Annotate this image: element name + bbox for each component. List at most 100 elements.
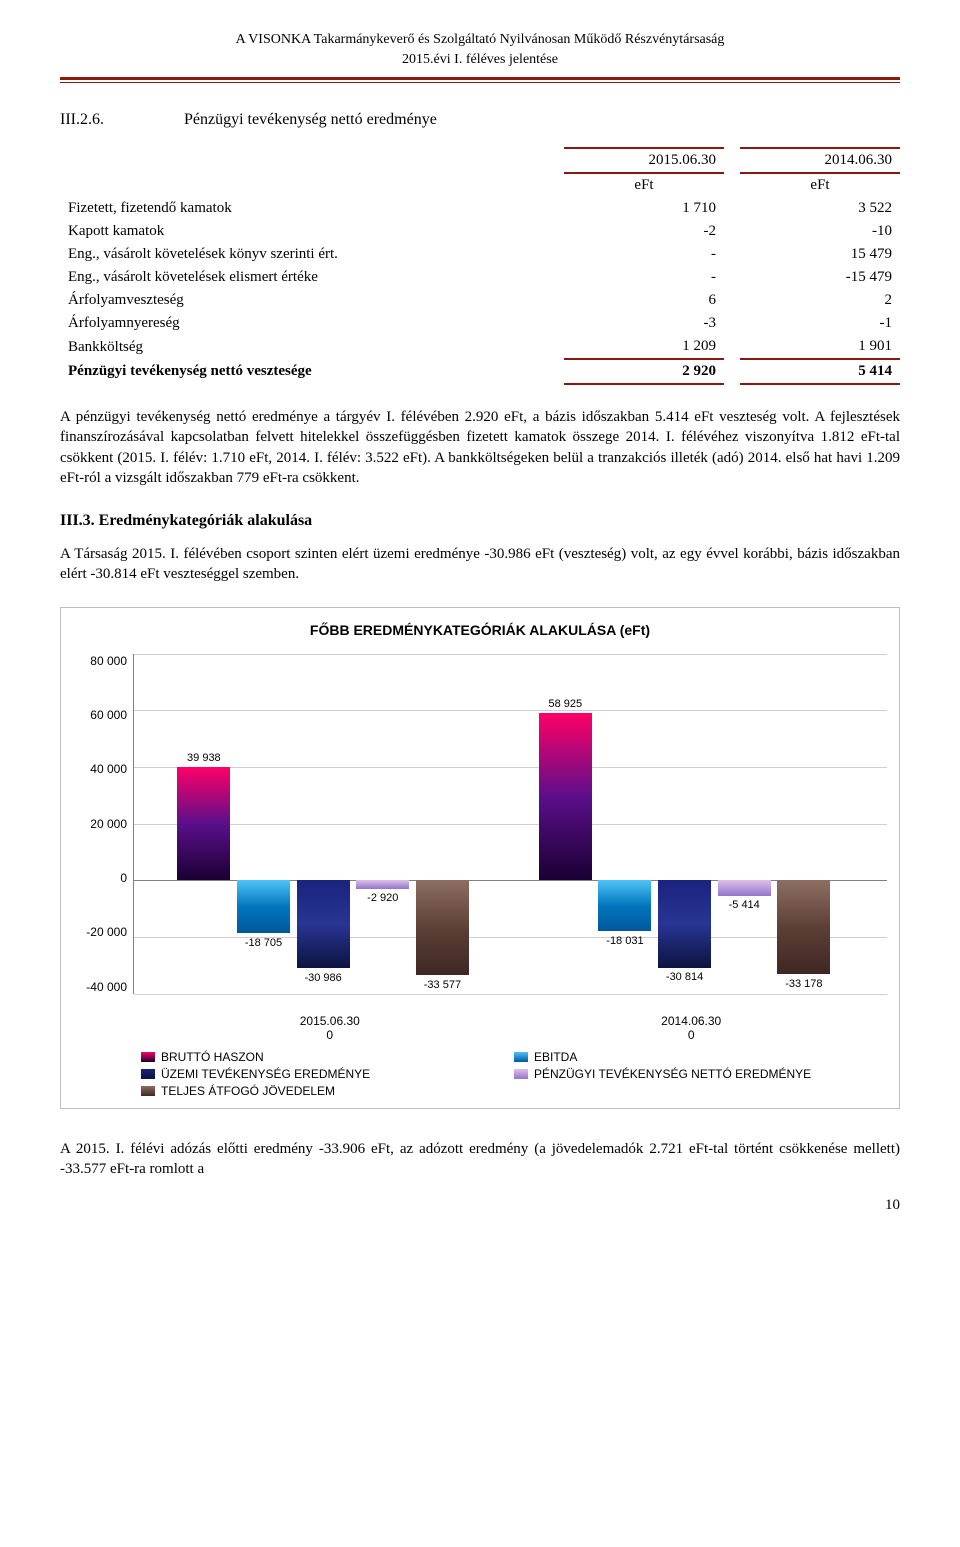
paragraph-2: A Társaság 2015. I. félévében csoport sz…	[60, 544, 900, 585]
col2-unit: eFt	[740, 173, 900, 197]
row-c1: 1 710	[564, 197, 724, 220]
y-axis-label: 80 000	[73, 654, 127, 668]
row-c2: -10	[740, 220, 900, 243]
row-c2: 15 479	[740, 243, 900, 266]
row-c2: 1 901	[740, 335, 900, 359]
table-row: Bankköltség1 209 1 901	[60, 335, 900, 359]
chart-x-label: 2015.06.300	[164, 1014, 495, 1042]
chart-bar	[297, 880, 350, 968]
legend-swatch	[141, 1086, 155, 1096]
chart-area: 80 00060 00040 00020 0000-20 000-40 000 …	[73, 654, 887, 994]
bar-value-label: -2 920	[367, 892, 398, 904]
sum-c1: 2 920	[564, 359, 724, 384]
legend-swatch	[514, 1052, 528, 1062]
table-row: Árfolyamveszteség62	[60, 289, 900, 312]
row-label: Kapott kamatok	[60, 220, 564, 243]
section-1-title: Pénzügyi tevékenység nettó eredménye	[184, 111, 437, 128]
chart-bar	[777, 880, 830, 974]
table-row: Kapott kamatok-2-10	[60, 220, 900, 243]
chart-bar	[356, 880, 409, 888]
legend-label: PÉNZÜGYI TEVÉKENYSÉG NETTÓ EREDMÉNYE	[534, 1067, 811, 1081]
chart-y-axis: 80 00060 00040 00020 0000-20 000-40 000	[73, 654, 133, 994]
table-row: Eng., vásárolt követelések elismert érté…	[60, 266, 900, 289]
chart-legend: BRUTTÓ HASZON EBITDA ÜZEMI TEVÉKENYSÉG ERE…	[73, 1050, 887, 1098]
table-header-row: 2015.06.30 2014.06.30	[60, 148, 900, 173]
header-line2: 2015.évi I. féléves jelentése	[60, 50, 900, 70]
bar-value-label: -18 705	[245, 937, 282, 949]
chart-bar	[237, 880, 290, 933]
bar-value-label: -18 031	[606, 935, 643, 947]
row-label: Bankköltség	[60, 335, 564, 359]
legend-label: ÜZEMI TEVÉKENYSÉG EREDMÉNYE	[161, 1067, 370, 1081]
legend-item: TELJES ÁTFOGÓ JÖVEDELEM	[141, 1084, 514, 1098]
blank-header	[60, 148, 564, 173]
row-label: Fizetett, fizetendő kamatok	[60, 197, 564, 220]
col1-header: 2015.06.30	[564, 148, 724, 173]
y-axis-label: 0	[73, 871, 127, 885]
chart-group: 39 938-18 705-30 986-2 920-33 5772015.06…	[164, 654, 495, 994]
bar-value-label: -33 577	[424, 979, 461, 991]
bar-value-label: -30 986	[304, 972, 341, 984]
row-c1: -3	[564, 312, 724, 335]
table-row: Fizetett, fizetendő kamatok1 710 3 522	[60, 197, 900, 220]
sum-label: Pénzügyi tevékenység nettó vesztesége	[60, 359, 564, 384]
row-c1: -	[564, 266, 724, 289]
chart-bar	[598, 880, 651, 931]
legend-label: EBITDA	[534, 1050, 577, 1064]
col1-unit: eFt	[564, 173, 724, 197]
chart-bar	[177, 767, 230, 880]
header-rule-thick	[60, 77, 900, 80]
bar-value-label: 39 938	[187, 752, 221, 764]
bar-value-label: 58 925	[548, 698, 582, 710]
row-label: Eng., vásárolt követelések könyv szerint…	[60, 243, 564, 266]
row-c2: 2	[740, 289, 900, 312]
section-1-num: III.2.6.	[60, 111, 180, 129]
gridline	[134, 994, 887, 995]
chart-container: FŐBB EREDMÉNYKATEGÓRIÁK ALAKULÁSA (eFt) …	[60, 607, 900, 1109]
legend-item: PÉNZÜGYI TEVÉKENYSÉG NETTÓ EREDMÉNYE	[514, 1067, 887, 1081]
chart-bar	[539, 713, 592, 880]
legend-item: EBITDA	[514, 1050, 887, 1064]
legend-swatch	[514, 1069, 528, 1079]
row-c2: 3 522	[740, 197, 900, 220]
y-axis-label: 20 000	[73, 817, 127, 831]
chart-x-label: 2014.06.300	[526, 1014, 857, 1042]
row-c1: 6	[564, 289, 724, 312]
chart-bar	[416, 880, 469, 975]
row-c1: -	[564, 243, 724, 266]
legend-item: BRUTTÓ HASZON	[141, 1050, 514, 1064]
row-label: Eng., vásárolt követelések elismert érté…	[60, 266, 564, 289]
chart-title: FŐBB EREDMÉNYKATEGÓRIÁK ALAKULÁSA (eFt)	[73, 622, 887, 638]
sum-c2: 5 414	[740, 359, 900, 384]
chart-bar	[718, 880, 771, 895]
row-label: Árfolyamveszteség	[60, 289, 564, 312]
table-sum-row: Pénzügyi tevékenység nettó vesztesége2 9…	[60, 359, 900, 384]
row-c2: -1	[740, 312, 900, 335]
y-axis-label: 40 000	[73, 762, 127, 776]
y-axis-label: -20 000	[73, 925, 127, 939]
chart-bar	[658, 880, 711, 967]
bar-value-label: -5 414	[729, 899, 760, 911]
section-2-heading: III.3. Eredménykategóriák alakulása	[60, 512, 900, 530]
row-label: Árfolyamnyereség	[60, 312, 564, 335]
table-row: Eng., vásárolt követelések könyv szerint…	[60, 243, 900, 266]
legend-label: TELJES ÁTFOGÓ JÖVEDELEM	[161, 1084, 335, 1098]
chart-group: 58 925-18 031-30 814-5 414-33 1782014.06…	[526, 654, 857, 994]
paragraph-3: A 2015. I. félévi adózás előtti eredmény…	[60, 1139, 900, 1180]
legend-swatch	[141, 1052, 155, 1062]
page-number: 10	[60, 1197, 900, 1214]
chart-plot: 39 938-18 705-30 986-2 920-33 5772015.06…	[133, 654, 887, 994]
doc-header: A VISONKA Takarmánykeverő és Szolgáltató…	[60, 30, 900, 69]
finance-table: 2015.06.30 2014.06.30 eFt eFt Fizetett, …	[60, 147, 900, 385]
paragraph-1: A pénzügyi tevékenység nettó eredménye a…	[60, 407, 900, 488]
legend-label: BRUTTÓ HASZON	[161, 1050, 264, 1064]
table-unit-row: eFt eFt	[60, 173, 900, 197]
y-axis-label: 60 000	[73, 708, 127, 722]
row-c1: 1 209	[564, 335, 724, 359]
table-row: Árfolyamnyereség-3 -1	[60, 312, 900, 335]
section-1-heading: III.2.6. Pénzügyi tevékenység nettó ered…	[60, 111, 900, 129]
bar-value-label: -33 178	[785, 978, 822, 990]
bar-value-label: -30 814	[666, 971, 703, 983]
col2-header: 2014.06.30	[740, 148, 900, 173]
row-c2: -15 479	[740, 266, 900, 289]
